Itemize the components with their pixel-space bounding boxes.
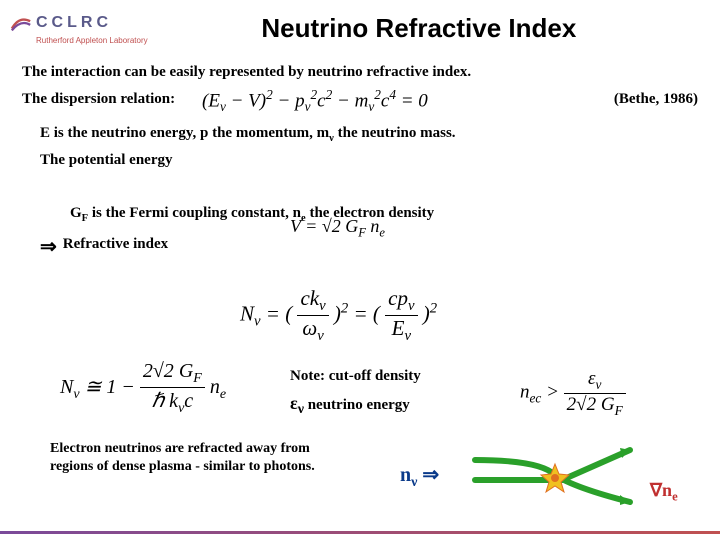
note-block: Note: cut-off density εν neutrino energy: [290, 368, 421, 418]
refractive-label: Refractive index: [63, 236, 168, 253]
neutrino-arrow: nν ⇒: [400, 462, 439, 491]
nv-n: n: [400, 464, 411, 486]
cutoff-equation: nec > εν2√2 GF: [520, 368, 626, 419]
dispersion-equation: (Eν − V)2 − pν2c2 − mν2c4 = 0: [202, 87, 614, 115]
potential-label: The potential energy: [40, 152, 698, 169]
footer-divider: [0, 531, 720, 534]
dispersion-label: The dispersion relation:: [22, 91, 202, 108]
energy-text-pre: E is the neutrino energy, p the momentum…: [40, 125, 329, 141]
fermi-g: G: [70, 205, 82, 221]
page-title: Neutrino Refractive Index: [168, 13, 710, 44]
nv-arr: ⇒: [417, 464, 439, 486]
gradient-ne: ∇ne: [650, 480, 678, 505]
eps-symbol: ε: [290, 393, 298, 413]
header: CCLRC Rutherford Appleton Laboratory Neu…: [0, 0, 720, 52]
note-label: Note: cut-off density: [290, 368, 421, 385]
implies-icon: ⇒: [40, 234, 57, 259]
grad-n: n: [662, 480, 672, 500]
logo-text: CCLRC: [36, 14, 112, 32]
fermi-mid: is the Fermi coupling constant, n: [88, 205, 301, 221]
intro-text: The interaction can be easily represente…: [22, 64, 698, 81]
refraction-diagram: [470, 430, 640, 520]
potential-equation: V = √2 GF ne: [290, 216, 385, 241]
bottom-text: Electron neutrinos are refracted away fr…: [50, 440, 330, 475]
approx-equation: Nν ≅ 1 − 2√2 GFℏ kνc ne: [60, 360, 226, 417]
dispersion-reference: (Bethe, 1986): [614, 91, 698, 108]
refractive-equation: Nν = ( ckνων )2 = ( cpνEν )2: [240, 286, 437, 345]
grad-symbol: ∇: [650, 480, 662, 500]
eps-text: neutrino energy: [308, 397, 410, 413]
logo-swoosh-icon: [10, 12, 32, 34]
content: The interaction can be easily represente…: [0, 52, 720, 259]
logo: CCLRC Rutherford Appleton Laboratory: [10, 12, 148, 45]
energy-line: E is the neutrino energy, p the momentum…: [40, 125, 698, 144]
grad-e: e: [672, 490, 678, 504]
eps-sub: ν: [298, 402, 304, 417]
energy-text-post: the neutrino mass.: [334, 125, 456, 141]
logo-subtitle: Rutherford Appleton Laboratory: [36, 36, 148, 45]
